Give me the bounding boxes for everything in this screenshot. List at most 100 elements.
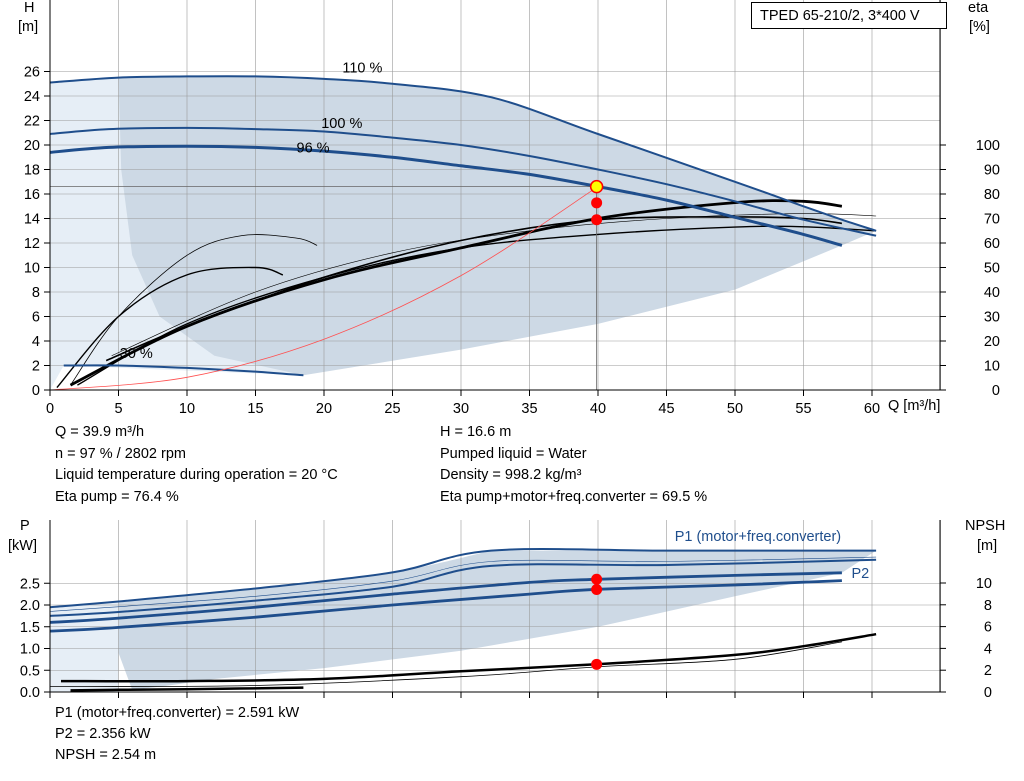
power-curve: [50, 558, 877, 617]
npsh-tick-label: 0: [984, 685, 992, 701]
h-tick-label: 8: [32, 285, 40, 301]
h-tick-label: 20: [24, 138, 40, 154]
q-tick-label: 45: [658, 401, 674, 417]
curve-label: 96 %: [297, 140, 330, 156]
q-tick-label: 50: [727, 401, 743, 417]
info-q: Q = 39.9 m³/h: [55, 424, 145, 440]
h-tick-label: 0: [32, 383, 40, 399]
eta-curve-thin: [70, 234, 318, 386]
info-p1: P1 (motor+freq.converter) = 2.591 kW: [55, 705, 300, 721]
p2-series-label: P2: [851, 566, 869, 582]
npsh-axis-title: NPSH: [965, 518, 1006, 534]
eta-tick-label: 30: [984, 310, 1000, 326]
eta-axis-unit: [%]: [969, 19, 990, 35]
power-light-fill: [50, 601, 119, 692]
pump-model-label: TPED 65-210/2, 3*400 V: [751, 2, 947, 29]
h-tick-label: 14: [24, 212, 40, 228]
h-tick-label: 6: [32, 310, 40, 326]
q-tick-label: 20: [316, 401, 332, 417]
q-tick-label: 55: [795, 401, 811, 417]
eta-tick-label: 100: [976, 138, 1000, 154]
head-curve: [50, 75, 877, 232]
h-tick-label: 10: [24, 261, 40, 277]
power-curve-thin: [50, 556, 877, 612]
eta-tick-label: 80: [984, 187, 1000, 203]
eta-axis-title: eta: [968, 0, 989, 16]
q-tick-label: 35: [521, 401, 537, 417]
q-tick-label: 25: [384, 401, 400, 417]
info-density: Density = 998.2 kg/m³: [440, 467, 582, 483]
p-tick-label: 0.0: [20, 685, 40, 701]
info-n: n = 97 % / 2802 rpm: [55, 446, 186, 462]
eta-pump-marker: [591, 197, 603, 209]
q-tick-label: 60: [864, 401, 880, 417]
eta-tick-label: 60: [984, 236, 1000, 252]
info-npsh: NPSH = 2.54 m: [55, 747, 157, 763]
q-axis-title: Q [m³/h]: [888, 398, 941, 414]
eta-curves: [56, 199, 877, 389]
eta-tick-label: 50: [984, 261, 1000, 277]
h-tick-label: 24: [24, 89, 40, 105]
power-curve: [50, 548, 877, 609]
npsh-curve: [60, 632, 877, 683]
p1-marker: [591, 573, 603, 585]
info-liquid: Pumped liquid = Water: [440, 446, 587, 462]
h-axis-title: H: [24, 0, 35, 16]
h-axis-unit: [m]: [18, 19, 39, 35]
power-curve: [50, 579, 842, 633]
eta-tick-label: 40: [984, 285, 1000, 301]
q-tick-label: 0: [46, 401, 54, 417]
eta-tick-label: 90: [984, 163, 1000, 179]
h-tick-label: 12: [24, 236, 40, 252]
p-tick-label: 1.5: [20, 620, 40, 636]
curve-label: 110 %: [342, 61, 382, 77]
head-efficiency-plot: 110 %100 %96 %30 %0246810121416182022242…: [24, 0, 1000, 417]
h-tick-label: 26: [24, 65, 40, 81]
p1-series-label: P1 (motor+freq.converter): [675, 529, 841, 545]
system-curve: [49, 186, 599, 391]
head-curve: [63, 364, 304, 377]
q-tick-label: 10: [179, 401, 195, 417]
eta-curve-thin: [111, 213, 877, 356]
eta-tick-label: 10: [984, 359, 1000, 375]
info-eta-total: Eta pump+motor+freq.converter = 69.5 %: [440, 489, 708, 505]
q-tick-label: 5: [114, 401, 122, 417]
npsh-axis-unit: [m]: [977, 538, 998, 554]
npsh-tick-label: 8: [984, 598, 992, 614]
q-tick-label: 40: [590, 401, 606, 417]
p-tick-label: 0.5: [20, 663, 40, 679]
p-tick-label: 1.0: [20, 642, 40, 658]
info-eta-pump: Eta pump = 76.4 %: [55, 489, 179, 505]
info-p2: P2 = 2.356 kW: [55, 726, 151, 742]
npsh-tick-label: 2: [984, 663, 992, 679]
head-curves: [50, 75, 877, 377]
npsh-tick-label: 4: [984, 641, 992, 657]
q-tick-label: 15: [247, 401, 263, 417]
npsh-curve-thin: [50, 641, 842, 687]
curve-label: 30 %: [120, 346, 153, 362]
p2-marker: [591, 584, 603, 596]
h-tick-label: 22: [24, 114, 40, 130]
eta-curve: [77, 225, 877, 386]
q-tick-label: 30: [453, 401, 469, 417]
h-tick-label: 4: [32, 334, 40, 350]
eta-tick-label: 0: [992, 383, 1000, 399]
head-curve: [50, 126, 877, 237]
duty-point-marker: [589, 179, 604, 194]
p-tick-label: 2.0: [20, 598, 40, 614]
p-axis-title: P: [20, 518, 30, 534]
h-tick-label: 2: [32, 359, 40, 375]
eta-curve: [105, 216, 842, 362]
npsh-marker: [591, 658, 603, 670]
eta-tick-label: 70: [984, 212, 1000, 228]
npsh-tick-label: 6: [984, 620, 992, 636]
head-curve: [50, 144, 843, 247]
eta-tick-label: 20: [984, 334, 1000, 350]
eta-curve: [56, 266, 284, 389]
npsh-tick-label: 10: [976, 576, 992, 592]
h-tick-label: 18: [24, 163, 40, 179]
info-h: H = 16.6 m: [440, 424, 512, 440]
eta-total-marker: [591, 214, 603, 226]
p-axis-unit: [kW]: [8, 538, 37, 554]
